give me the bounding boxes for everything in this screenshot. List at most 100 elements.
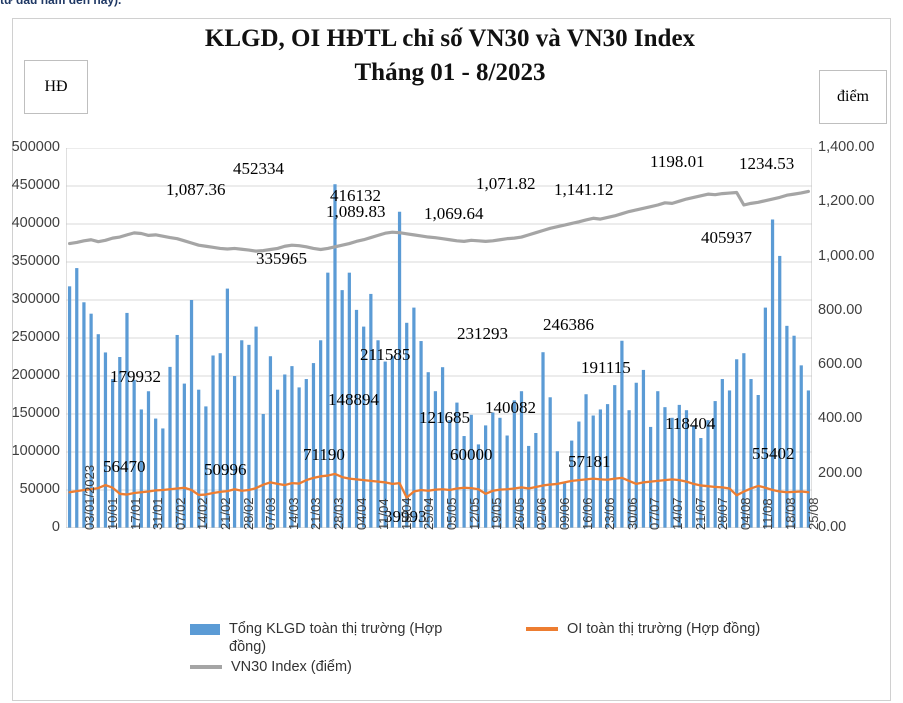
left-axis-tick-label: 250000 [11, 329, 60, 345]
legend-line-swatch-icon [526, 627, 558, 631]
bar [204, 406, 208, 528]
bar [527, 445, 531, 528]
bar [397, 211, 402, 528]
left-axis-tick-label: 100000 [11, 443, 60, 459]
x-axis-tick-label: 21/02 [217, 497, 233, 530]
bar [297, 387, 301, 528]
left-axis-tick-label: 350000 [11, 253, 60, 269]
bar [806, 390, 811, 528]
bar [354, 309, 359, 528]
bar [742, 353, 746, 528]
bar-series [67, 184, 811, 528]
chart-title: KLGD, OI HĐTL chỉ số VN30 và VN30 Index … [120, 22, 780, 90]
data-label: 179932 [110, 367, 161, 386]
right-axis-tick-label: 0.00 [818, 519, 847, 535]
bar [319, 340, 323, 528]
x-axis-tick-label: 17/01 [127, 497, 143, 530]
bar [268, 356, 273, 528]
bar [706, 420, 710, 528]
left-axis-tick-label: 50000 [19, 481, 60, 497]
bar [175, 334, 179, 528]
bar [67, 286, 72, 528]
x-axis-tick-label: 23/06 [602, 497, 618, 530]
bar [232, 376, 237, 528]
bar [433, 391, 438, 528]
bar [541, 352, 545, 528]
data-label: 57181 [568, 452, 611, 471]
bar [340, 290, 344, 528]
bar [225, 288, 230, 528]
data-label: 1,071.82 [476, 174, 536, 193]
bar [735, 359, 739, 528]
x-axis-tick-label: 16/06 [579, 497, 595, 530]
bar [792, 335, 796, 528]
bar [634, 382, 638, 528]
bar [749, 379, 753, 528]
bar [390, 356, 394, 528]
bar [362, 326, 366, 528]
bar [469, 414, 473, 528]
bar [720, 379, 724, 528]
data-label: 452334 [233, 159, 284, 178]
data-label: 140082 [485, 398, 536, 417]
bar [197, 389, 201, 528]
data-label: 71190 [303, 445, 345, 464]
x-axis-tick-label: 19/05 [489, 497, 505, 530]
bar [419, 341, 423, 528]
data-label: 55402 [752, 444, 795, 463]
bar [218, 353, 222, 528]
bar [247, 344, 251, 528]
right-axis-tick-label: 800.00 [818, 301, 863, 318]
bar [505, 435, 509, 528]
chart-title-line-1: KLGD, OI HĐTL chỉ số VN30 và VN30 Index [204, 25, 696, 52]
data-label: 416132 [330, 186, 381, 205]
oi-line-series [68, 472, 810, 499]
data-label: 39993 [384, 507, 427, 526]
legend-label-vn30: VN30 Index (điểm) [231, 659, 352, 675]
left-axis-tick-label: 150000 [11, 405, 60, 421]
legend-label-klgd: Tổng KLGD toàn thị trường (Hợp đồng) [229, 621, 443, 655]
bar [333, 184, 337, 528]
vn30-index-series [67, 189, 811, 253]
bar [684, 410, 689, 528]
legend-item-klgd[interactable]: Tổng KLGD toàn thị trường (Hợp đồng) [190, 620, 450, 656]
bar [491, 412, 495, 528]
bar [240, 340, 244, 528]
bar [118, 357, 122, 528]
bar [512, 400, 516, 528]
x-axis-tick-label: 28/03 [330, 497, 346, 530]
data-label: 191115 [581, 358, 631, 377]
bar [125, 312, 129, 528]
bar [778, 255, 782, 528]
bar [82, 302, 86, 528]
bar [448, 420, 452, 528]
bar [591, 415, 595, 528]
chart-legend: Tổng KLGD toàn thị trường (Hợp đồng) OI … [190, 620, 830, 690]
x-axis-tick-label: 14/02 [195, 497, 211, 530]
bar [326, 272, 330, 528]
bar [462, 436, 466, 528]
bar [476, 444, 481, 528]
data-label: 50996 [204, 460, 247, 479]
legend-item-vn30[interactable]: VN30 Index (điểm) [190, 658, 450, 676]
bar [369, 293, 373, 528]
bar [692, 425, 696, 528]
bar [663, 407, 667, 528]
x-axis-tick-label: 10/01 [104, 497, 120, 530]
data-label: 121685 [419, 408, 470, 427]
x-axis-tick-label: 18/04 [398, 497, 414, 530]
bar [304, 379, 308, 528]
data-label: 335965 [256, 249, 307, 268]
bar [519, 391, 524, 528]
data-label: 148894 [328, 390, 379, 409]
data-label: 1,069.64 [424, 204, 484, 223]
data-label: 246386 [543, 315, 594, 334]
plot-svg [66, 148, 812, 528]
x-axis-tick-label: 07/03 [263, 497, 279, 530]
bar [383, 361, 387, 528]
right-axis-tick-label: 1,000.00 [818, 247, 875, 264]
legend-item-oi[interactable]: OI toàn thị trường (Hợp đồng) [526, 620, 826, 638]
bar [713, 401, 717, 528]
x-axis-tick-label: 03/01/2023 [82, 464, 98, 530]
right-axis-unit-box: điểm [819, 70, 887, 124]
